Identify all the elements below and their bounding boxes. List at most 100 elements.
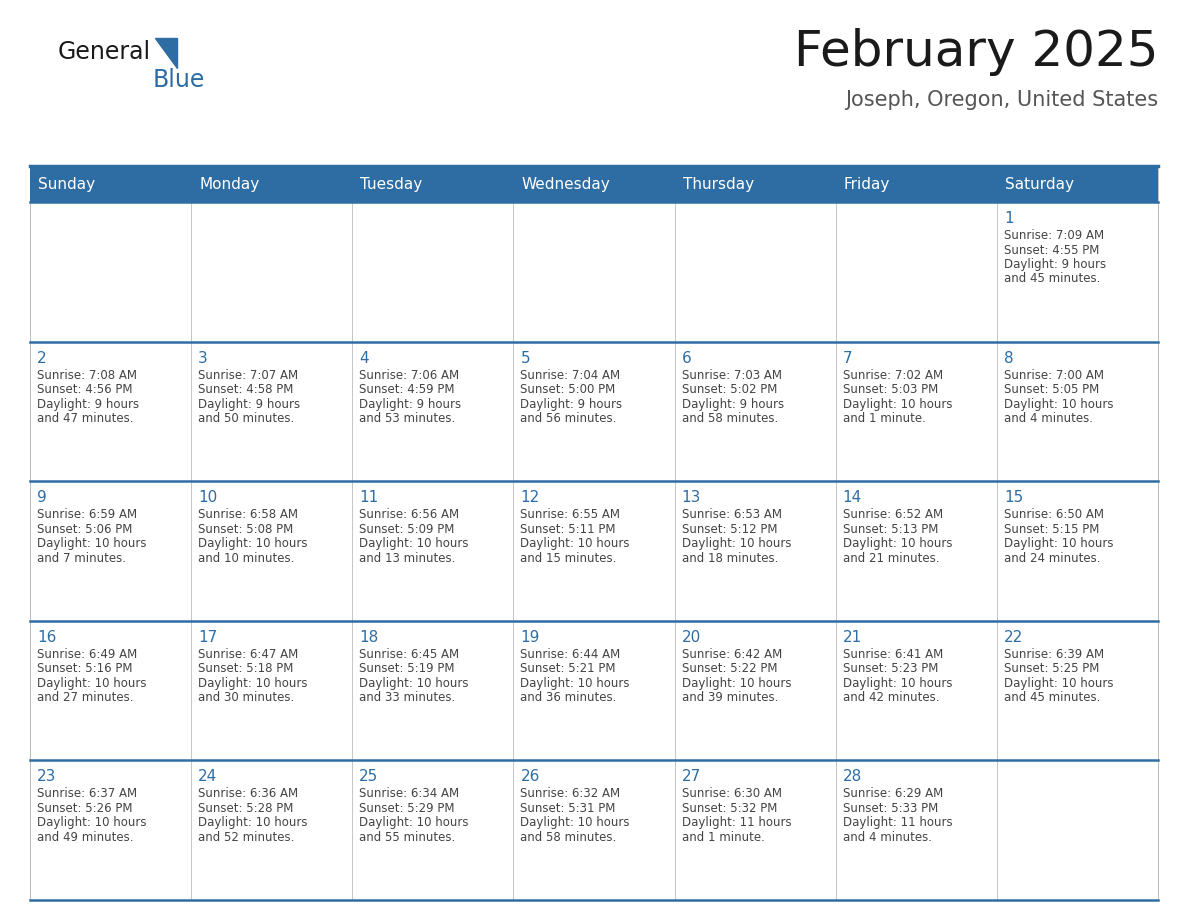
Text: 16: 16 xyxy=(37,630,56,644)
Text: 11: 11 xyxy=(359,490,379,505)
Text: Daylight: 9 hours: Daylight: 9 hours xyxy=(198,397,301,410)
Bar xyxy=(191,760,353,900)
Text: Sunset: 5:21 PM: Sunset: 5:21 PM xyxy=(520,662,615,676)
Text: Sunset: 5:09 PM: Sunset: 5:09 PM xyxy=(359,522,455,536)
Text: and 30 minutes.: and 30 minutes. xyxy=(198,691,295,704)
Text: Daylight: 10 hours: Daylight: 10 hours xyxy=(198,677,308,689)
Text: 15: 15 xyxy=(1004,490,1023,505)
Text: Sunrise: 6:34 AM: Sunrise: 6:34 AM xyxy=(359,788,460,800)
Text: Sunrise: 7:02 AM: Sunrise: 7:02 AM xyxy=(842,369,943,382)
Bar xyxy=(835,481,997,621)
Bar xyxy=(30,202,191,341)
Text: 4: 4 xyxy=(359,351,369,365)
Bar xyxy=(30,166,1158,202)
Bar xyxy=(997,341,1158,481)
Text: and 15 minutes.: and 15 minutes. xyxy=(520,552,617,565)
Text: 13: 13 xyxy=(682,490,701,505)
Text: Daylight: 10 hours: Daylight: 10 hours xyxy=(359,816,469,829)
Bar xyxy=(513,621,675,760)
Bar xyxy=(30,341,191,481)
Text: Sunrise: 6:42 AM: Sunrise: 6:42 AM xyxy=(682,648,782,661)
Text: and 58 minutes.: and 58 minutes. xyxy=(520,831,617,844)
Text: Sunset: 5:29 PM: Sunset: 5:29 PM xyxy=(359,802,455,815)
Bar xyxy=(191,202,353,341)
Text: and 18 minutes.: and 18 minutes. xyxy=(682,552,778,565)
Text: Sunday: Sunday xyxy=(38,176,95,192)
Text: Sunset: 5:32 PM: Sunset: 5:32 PM xyxy=(682,802,777,815)
Text: Sunrise: 6:58 AM: Sunrise: 6:58 AM xyxy=(198,509,298,521)
Text: 18: 18 xyxy=(359,630,379,644)
Text: 26: 26 xyxy=(520,769,539,784)
Text: Sunrise: 7:03 AM: Sunrise: 7:03 AM xyxy=(682,369,782,382)
Text: Sunset: 5:00 PM: Sunset: 5:00 PM xyxy=(520,383,615,396)
Text: Tuesday: Tuesday xyxy=(360,176,423,192)
Bar xyxy=(353,621,513,760)
Polygon shape xyxy=(154,38,177,68)
Text: and 39 minutes.: and 39 minutes. xyxy=(682,691,778,704)
Text: Blue: Blue xyxy=(153,68,206,92)
Bar xyxy=(835,202,997,341)
Text: 1: 1 xyxy=(1004,211,1013,226)
Bar xyxy=(191,481,353,621)
Text: Daylight: 10 hours: Daylight: 10 hours xyxy=(359,537,469,550)
Bar xyxy=(353,341,513,481)
Text: Sunrise: 6:53 AM: Sunrise: 6:53 AM xyxy=(682,509,782,521)
Text: Sunset: 5:25 PM: Sunset: 5:25 PM xyxy=(1004,662,1099,676)
Text: Sunset: 5:26 PM: Sunset: 5:26 PM xyxy=(37,802,133,815)
Text: and 27 minutes.: and 27 minutes. xyxy=(37,691,133,704)
Text: and 52 minutes.: and 52 minutes. xyxy=(198,831,295,844)
Text: Sunrise: 6:39 AM: Sunrise: 6:39 AM xyxy=(1004,648,1104,661)
Text: and 56 minutes.: and 56 minutes. xyxy=(520,412,617,425)
Text: and 1 minute.: and 1 minute. xyxy=(842,412,925,425)
Text: Sunset: 5:05 PM: Sunset: 5:05 PM xyxy=(1004,383,1099,396)
Bar xyxy=(191,621,353,760)
Text: 6: 6 xyxy=(682,351,691,365)
Bar xyxy=(997,481,1158,621)
Bar xyxy=(675,621,835,760)
Text: Daylight: 10 hours: Daylight: 10 hours xyxy=(842,537,953,550)
Text: Daylight: 9 hours: Daylight: 9 hours xyxy=(682,397,784,410)
Text: 21: 21 xyxy=(842,630,862,644)
Text: Sunset: 5:18 PM: Sunset: 5:18 PM xyxy=(198,662,293,676)
Text: and 42 minutes.: and 42 minutes. xyxy=(842,691,940,704)
Text: Sunset: 4:59 PM: Sunset: 4:59 PM xyxy=(359,383,455,396)
Bar xyxy=(997,621,1158,760)
Text: Sunrise: 6:44 AM: Sunrise: 6:44 AM xyxy=(520,648,620,661)
Text: and 49 minutes.: and 49 minutes. xyxy=(37,831,133,844)
Bar xyxy=(675,481,835,621)
Bar xyxy=(835,621,997,760)
Text: Monday: Monday xyxy=(200,176,259,192)
Text: Sunrise: 6:56 AM: Sunrise: 6:56 AM xyxy=(359,509,460,521)
Text: Saturday: Saturday xyxy=(1005,176,1074,192)
Bar xyxy=(353,760,513,900)
Text: Daylight: 10 hours: Daylight: 10 hours xyxy=(37,677,146,689)
Text: Daylight: 10 hours: Daylight: 10 hours xyxy=(359,677,469,689)
Text: Daylight: 10 hours: Daylight: 10 hours xyxy=(682,677,791,689)
Text: 8: 8 xyxy=(1004,351,1013,365)
Text: Sunrise: 7:09 AM: Sunrise: 7:09 AM xyxy=(1004,229,1104,242)
Text: Daylight: 9 hours: Daylight: 9 hours xyxy=(1004,258,1106,271)
Text: Sunrise: 6:29 AM: Sunrise: 6:29 AM xyxy=(842,788,943,800)
Text: Sunrise: 7:04 AM: Sunrise: 7:04 AM xyxy=(520,369,620,382)
Text: and 47 minutes.: and 47 minutes. xyxy=(37,412,133,425)
Text: 3: 3 xyxy=(198,351,208,365)
Bar xyxy=(513,760,675,900)
Text: Daylight: 10 hours: Daylight: 10 hours xyxy=(198,816,308,829)
Text: Sunset: 5:19 PM: Sunset: 5:19 PM xyxy=(359,662,455,676)
Text: Daylight: 10 hours: Daylight: 10 hours xyxy=(520,677,630,689)
Text: 27: 27 xyxy=(682,769,701,784)
Bar xyxy=(30,481,191,621)
Text: February 2025: February 2025 xyxy=(794,28,1158,76)
Text: Sunset: 4:58 PM: Sunset: 4:58 PM xyxy=(198,383,293,396)
Bar xyxy=(675,341,835,481)
Text: Sunrise: 6:30 AM: Sunrise: 6:30 AM xyxy=(682,788,782,800)
Text: and 1 minute.: and 1 minute. xyxy=(682,831,764,844)
Text: Daylight: 10 hours: Daylight: 10 hours xyxy=(682,537,791,550)
Text: Sunrise: 6:36 AM: Sunrise: 6:36 AM xyxy=(198,788,298,800)
Text: Sunrise: 7:07 AM: Sunrise: 7:07 AM xyxy=(198,369,298,382)
Text: 7: 7 xyxy=(842,351,852,365)
Text: Sunset: 5:22 PM: Sunset: 5:22 PM xyxy=(682,662,777,676)
Text: and 58 minutes.: and 58 minutes. xyxy=(682,412,778,425)
Bar xyxy=(835,760,997,900)
Text: Thursday: Thursday xyxy=(683,176,753,192)
